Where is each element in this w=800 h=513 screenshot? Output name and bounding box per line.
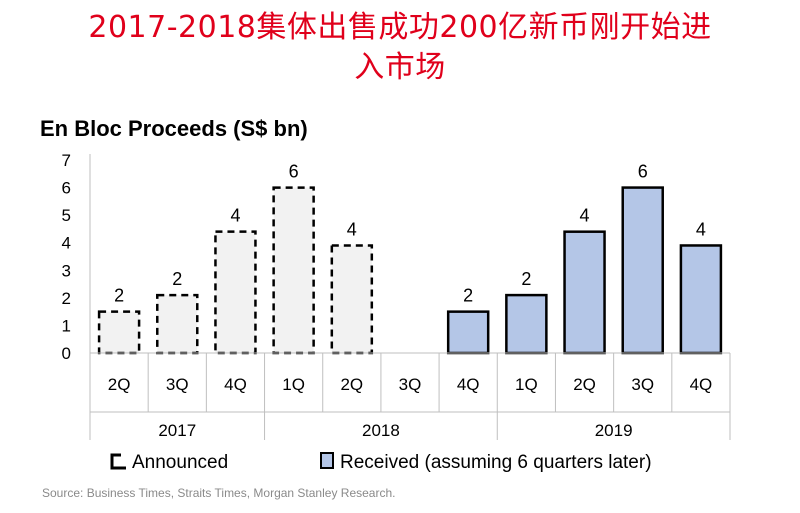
received-bar bbox=[679, 244, 723, 355]
bar-value-label: 4 bbox=[696, 219, 706, 239]
legend-label-received: Received (assuming 6 quarters later) bbox=[340, 452, 652, 473]
year-label: 2019 bbox=[595, 421, 633, 440]
y-tick-label: 0 bbox=[62, 344, 71, 363]
x-tick-label: 3Q bbox=[631, 375, 654, 394]
x-tick-label: 4Q bbox=[690, 375, 713, 394]
page-title: 2017-2018集体出售成功200亿新币刚开始进 入市场 bbox=[0, 8, 800, 88]
x-tick-label: 2Q bbox=[340, 375, 363, 394]
y-tick-label: 6 bbox=[62, 179, 71, 198]
announced-bar bbox=[97, 310, 141, 355]
x-tick-label: 3Q bbox=[166, 375, 189, 394]
page-title-line-2: 入市场 bbox=[354, 50, 446, 85]
y-tick-label: 4 bbox=[62, 234, 71, 253]
bar-value-label: 2 bbox=[521, 269, 531, 289]
bar-value-label: 2 bbox=[114, 286, 124, 306]
bar-value-label: 6 bbox=[289, 162, 299, 182]
x-tick-label: 4Q bbox=[457, 375, 480, 394]
received-bar bbox=[505, 293, 548, 355]
legend-swatch-announced bbox=[110, 453, 126, 470]
x-tick-label: 2Q bbox=[108, 375, 131, 394]
year-label: 2018 bbox=[362, 421, 400, 440]
x-tick-label: 2Q bbox=[573, 375, 596, 394]
announced-bar bbox=[214, 230, 257, 355]
y-tick-label: 2 bbox=[62, 289, 71, 308]
received-bar bbox=[563, 230, 606, 355]
x-tick-label: 1Q bbox=[515, 375, 538, 394]
y-tick-label: 7 bbox=[62, 151, 71, 170]
bar-value-label: 2 bbox=[172, 269, 182, 289]
bar-value-label: 4 bbox=[347, 219, 357, 239]
bar-value-label: 6 bbox=[638, 162, 648, 182]
x-tick-label: 3Q bbox=[399, 375, 422, 394]
bar-value-label: 4 bbox=[580, 206, 590, 226]
page-title-line-1: 2017-2018集体出售成功200亿新币刚开始进 bbox=[88, 10, 712, 45]
legend-label-announced: Announced bbox=[132, 452, 228, 473]
received-bar bbox=[621, 186, 664, 355]
announced-bar bbox=[330, 244, 374, 355]
x-tick-label: 4Q bbox=[224, 375, 247, 394]
y-tick-label: 1 bbox=[62, 316, 71, 335]
bar-value-label: 2 bbox=[463, 286, 473, 306]
chart-title: En Bloc Proceeds (S$ bn) bbox=[40, 116, 308, 141]
source-note: Source: Business Times, Straits Times, M… bbox=[42, 486, 396, 500]
received-bar bbox=[446, 310, 490, 355]
announced-bar bbox=[156, 293, 199, 355]
year-label: 2017 bbox=[158, 421, 196, 440]
legend-swatch-received bbox=[320, 452, 334, 469]
x-tick-label: 1Q bbox=[282, 375, 305, 394]
y-tick-label: 3 bbox=[62, 261, 71, 280]
announced-bar bbox=[272, 186, 315, 355]
y-tick-label: 5 bbox=[62, 206, 71, 225]
bar-value-label: 4 bbox=[230, 206, 240, 226]
